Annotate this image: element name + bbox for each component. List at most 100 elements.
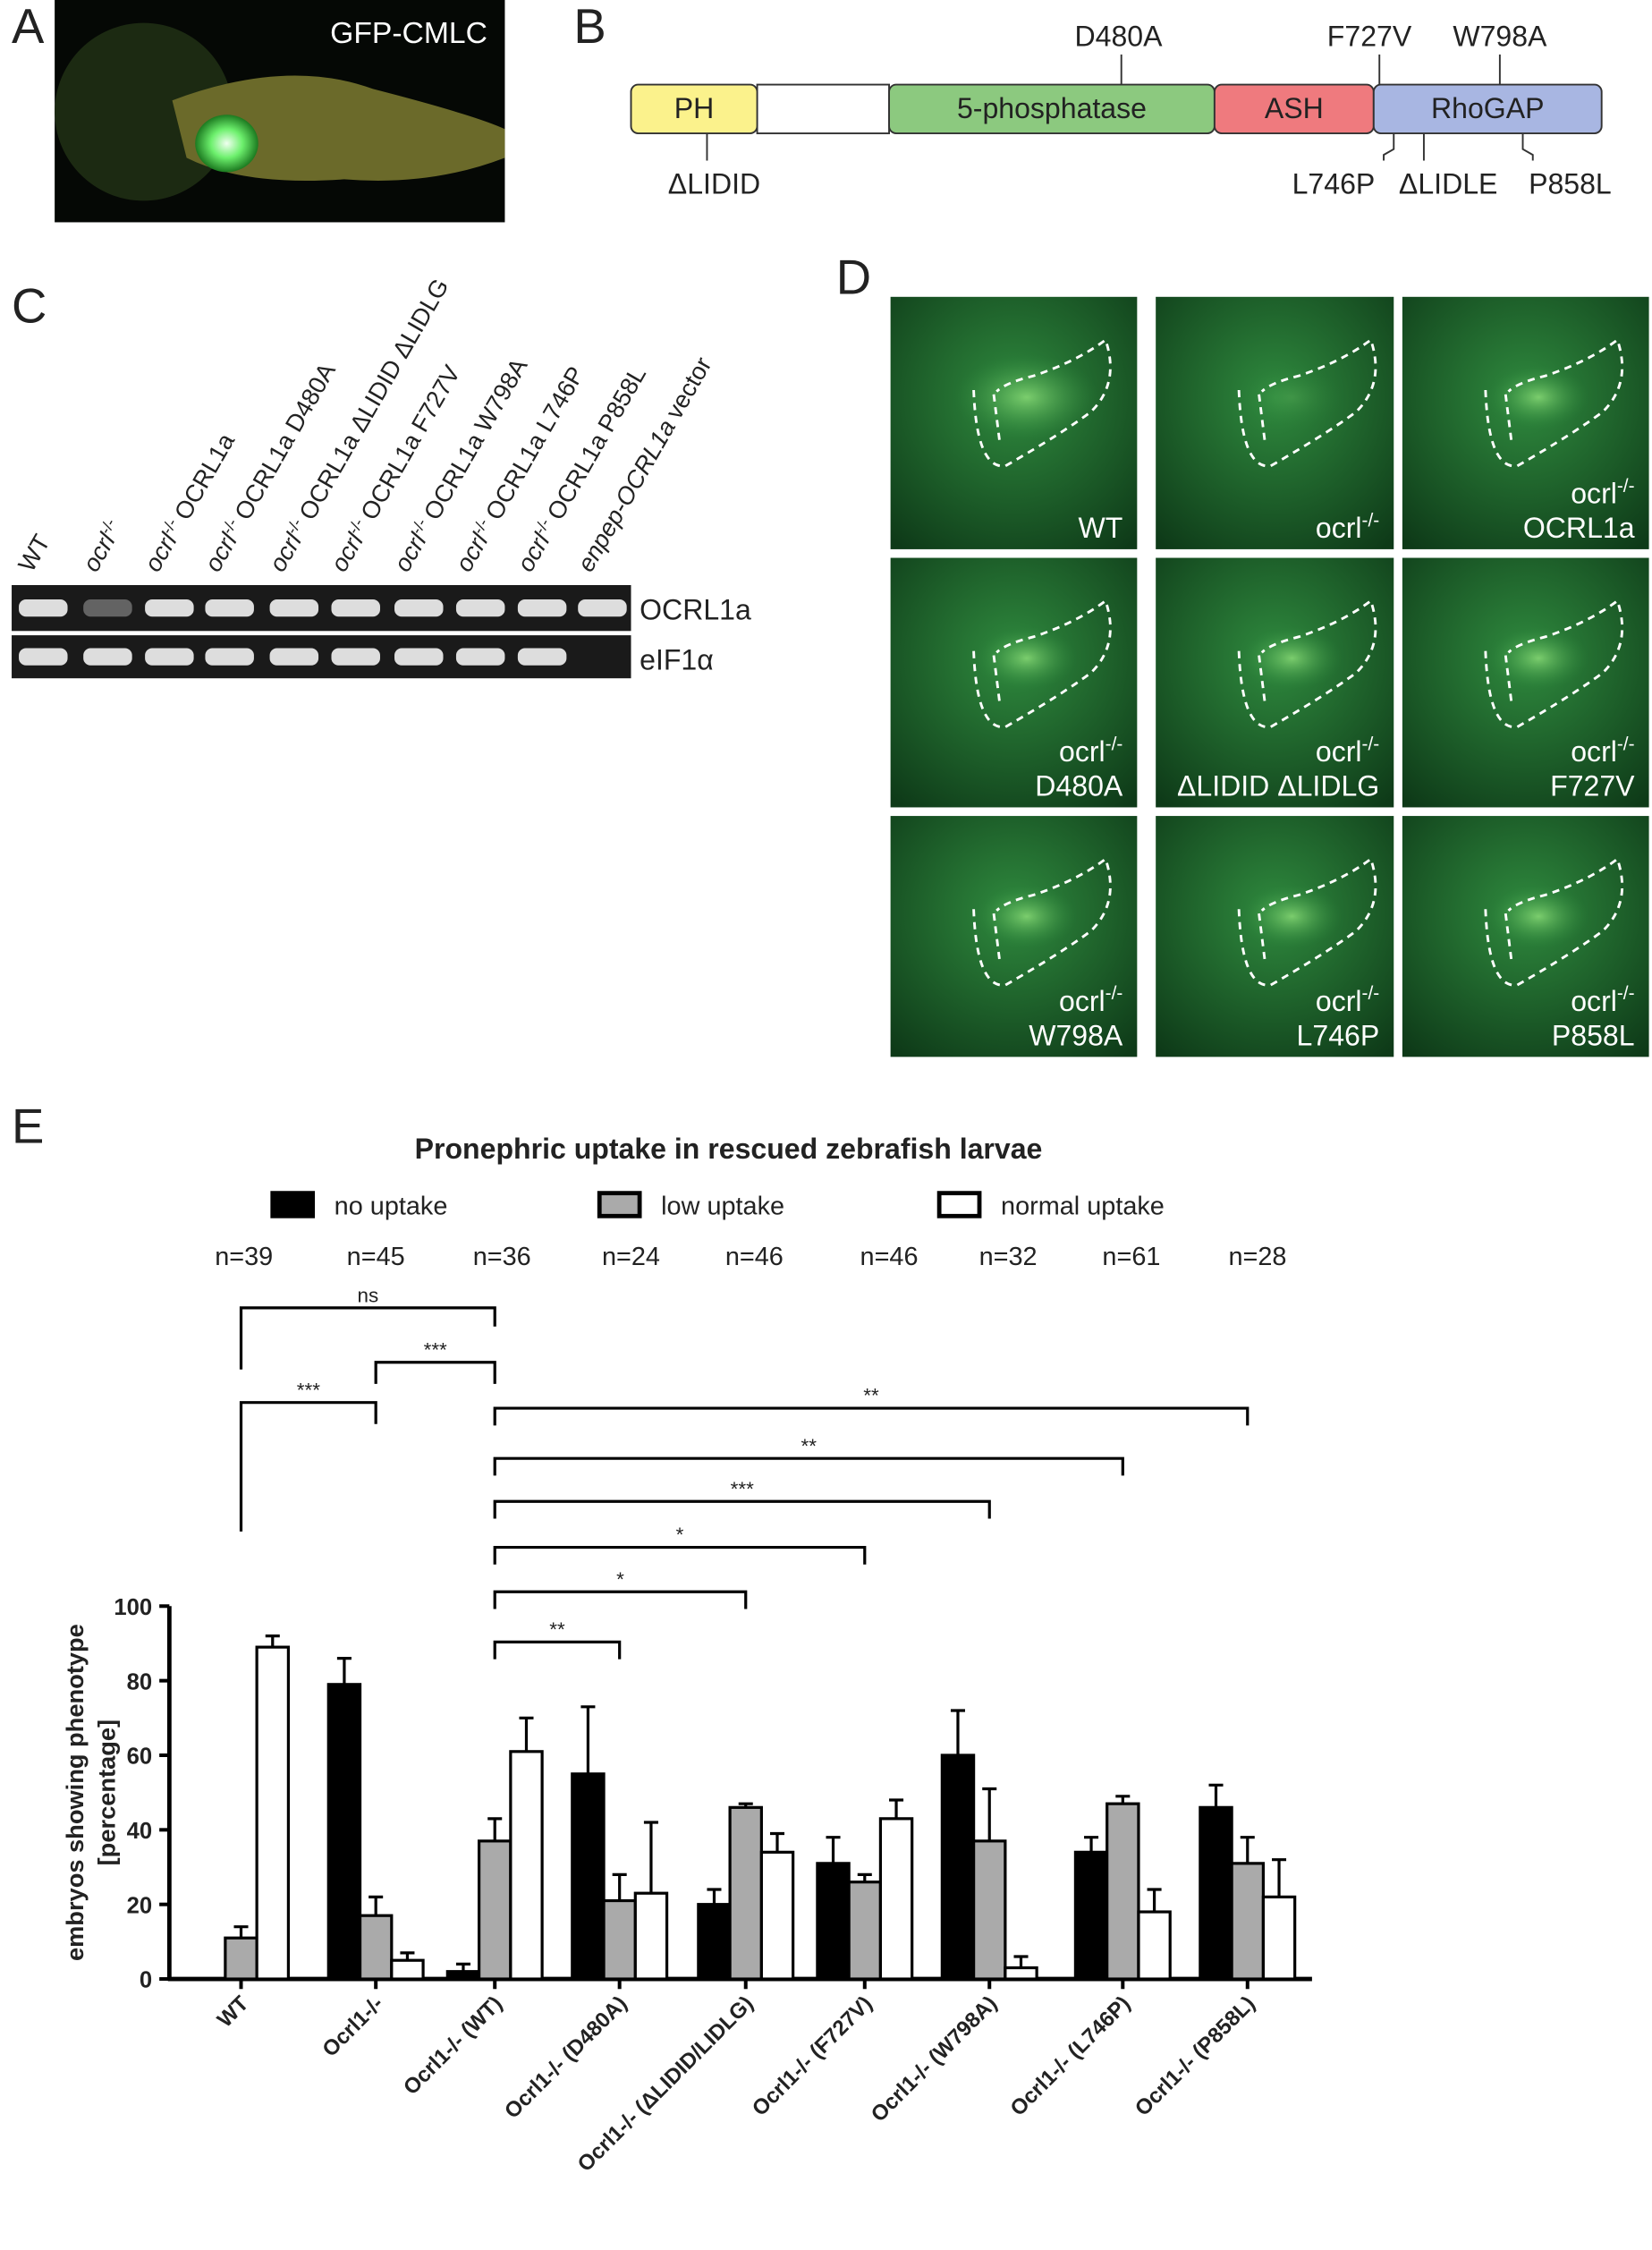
significance-bracket <box>239 1401 377 1532</box>
gel-band <box>517 648 567 666</box>
image-label-text: WT <box>1078 512 1123 544</box>
bar <box>728 1805 763 1981</box>
image-label-sup: -/- <box>1362 510 1380 531</box>
tubule-outline <box>1484 856 1624 987</box>
chart-title: Pronephric uptake in rescued zebrafish l… <box>415 1133 1043 1165</box>
x-tick-label: Ocrl1-/- <box>318 1991 388 2062</box>
significance-bracket <box>493 1499 991 1519</box>
micrograph: ocrl-/-OCRL1a <box>1402 296 1649 549</box>
significance-bracket <box>374 1361 496 1384</box>
gfp-signal <box>1241 626 1343 691</box>
significance-label: ** <box>801 1435 818 1457</box>
bar <box>1106 1802 1140 1981</box>
micrograph: WT <box>890 296 1138 549</box>
image-label: OCRL1a <box>1523 512 1635 544</box>
tubule-outline <box>1484 337 1624 468</box>
image-label-sup: -/- <box>1106 734 1123 754</box>
legend-label: normal uptake <box>1001 1193 1165 1221</box>
image-label: ocrl-/- <box>1571 983 1634 1017</box>
domain <box>630 83 758 135</box>
bar <box>571 1772 606 1981</box>
image-label: L746P <box>1297 1020 1380 1052</box>
domain-label: 5-phosphatase <box>957 92 1147 124</box>
bar <box>940 1753 976 1981</box>
image-label-text: ocrl <box>1571 735 1617 768</box>
mutation-label: ΔLIDLE <box>1399 167 1497 200</box>
gel-band <box>331 599 380 617</box>
significance-bracket <box>493 1640 622 1660</box>
gfp-signal <box>1241 365 1343 429</box>
mutation-label: W798A <box>1453 20 1547 52</box>
panel-a-image <box>55 0 505 223</box>
image-label: ocrl-/- <box>1571 734 1634 768</box>
legend-label: low uptake <box>661 1193 784 1221</box>
x-tick-label: Ocrl1-/- (D480A) <box>500 1991 632 2124</box>
lane-italic: ocrl <box>512 528 555 576</box>
bar <box>390 1958 425 1981</box>
legend-swatch <box>597 1191 642 1218</box>
bar <box>1073 1850 1109 1981</box>
significance-label: * <box>616 1568 624 1591</box>
n-label: n=39 <box>215 1243 273 1271</box>
bar <box>477 1839 513 1981</box>
image-label-sup: -/- <box>1106 983 1123 1004</box>
significance-label: *** <box>424 1338 447 1361</box>
image-label: ocrl-/- <box>1316 734 1379 768</box>
x-tick-label: Ocrl1-/- (W798A) <box>867 1991 1002 2127</box>
gel-band <box>517 599 567 617</box>
lane-label: ocrl-/- <box>76 515 128 576</box>
gfp-signal <box>1488 365 1589 429</box>
y-tick-label: 40 <box>127 1819 153 1844</box>
n-label: n=24 <box>602 1243 660 1271</box>
bar <box>1199 1805 1233 1981</box>
significance-label: *** <box>297 1379 320 1401</box>
bar <box>759 1850 795 1981</box>
lane-italic: ocrl <box>325 528 369 576</box>
micrograph: ocrl-/-W798A <box>890 816 1138 1057</box>
gel-band <box>205 648 254 666</box>
legend-swatch <box>936 1191 982 1218</box>
lane-italic: ocrl <box>199 528 242 576</box>
lane-italic: ocrl <box>263 528 307 576</box>
gel-band <box>83 599 132 617</box>
n-label: n=28 <box>1228 1243 1286 1271</box>
panel-letter: E <box>12 1100 44 1154</box>
bar <box>255 1645 291 1981</box>
lane-text: vector <box>660 352 717 424</box>
domain-label: PH <box>674 92 715 124</box>
gel-band <box>331 648 380 666</box>
micrograph: ocrl-/-F727V <box>1402 557 1649 808</box>
bar <box>878 1817 914 1981</box>
domain-label: RhoGAP <box>1431 92 1544 124</box>
tubule-outline <box>1237 599 1377 729</box>
legend-label: no uptake <box>335 1193 448 1221</box>
x-tick-label: WT <box>213 1991 254 2033</box>
significance-bracket <box>239 1306 496 1370</box>
micrograph: ocrl-/- <box>1156 296 1394 549</box>
mutation-label: P858L <box>1529 167 1612 200</box>
significance-bracket <box>493 1545 867 1565</box>
bar <box>224 1936 258 1981</box>
bar <box>847 1881 883 1981</box>
y-tick-label: 60 <box>127 1745 153 1770</box>
image-label-sup: -/- <box>1617 734 1635 754</box>
image-label: ocrl-/- <box>1316 510 1379 544</box>
gel-band <box>19 599 68 617</box>
gel-band <box>578 599 627 617</box>
n-label: n=32 <box>979 1243 1038 1271</box>
panel-letter: D <box>836 250 871 305</box>
tubule-outline <box>1237 337 1377 468</box>
mutation-label: F727V <box>1327 20 1412 52</box>
gel-band <box>145 648 194 666</box>
image-label-sup: -/- <box>1362 983 1380 1004</box>
image-label: W798A <box>1029 1020 1123 1052</box>
mutation-label: ΔLIDID <box>668 167 760 200</box>
image-label: D480A <box>1035 770 1123 802</box>
gfp-signal <box>954 353 1099 441</box>
gfp-signal <box>1241 885 1343 948</box>
mutation-label: L746P <box>1292 167 1376 200</box>
bar <box>816 1862 851 1981</box>
significance-label: ** <box>549 1618 565 1641</box>
